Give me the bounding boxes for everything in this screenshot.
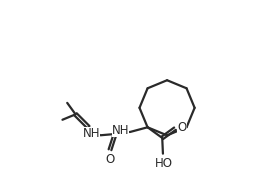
Text: NH: NH — [112, 124, 129, 137]
Text: NH: NH — [83, 127, 100, 140]
Text: O: O — [177, 121, 187, 134]
Text: HO: HO — [155, 157, 173, 170]
Text: O: O — [105, 153, 115, 166]
